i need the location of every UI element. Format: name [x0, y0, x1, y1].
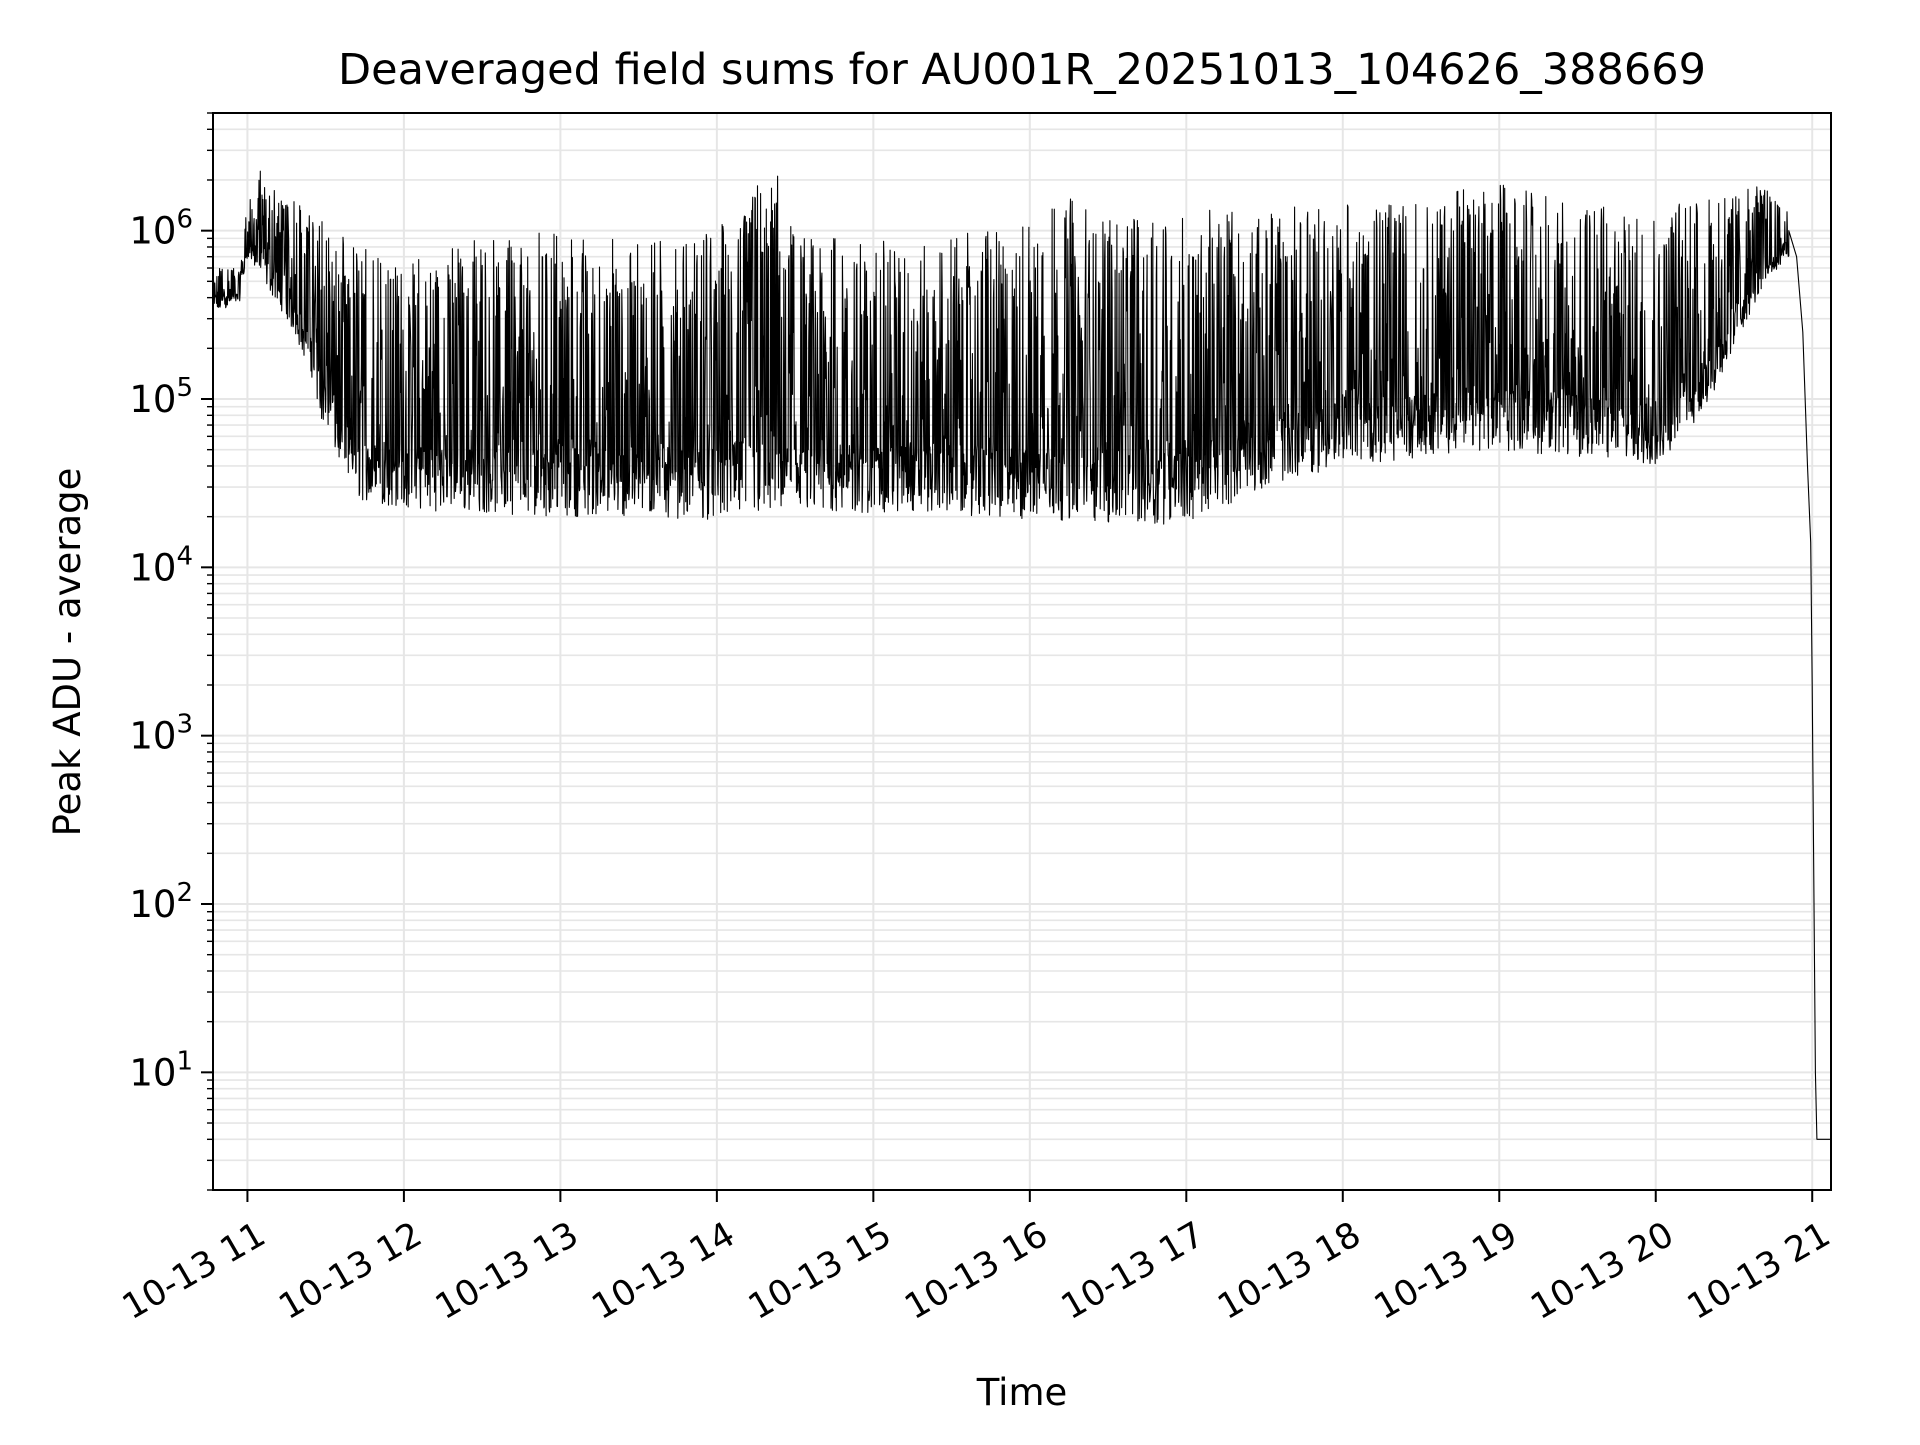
- y-tick-labels: 101 102 103 104 105 106: [129, 205, 193, 1095]
- y-tick-label: 106: [129, 205, 193, 253]
- y-tick-label: 105: [129, 373, 193, 421]
- y-tick-label: 103: [129, 710, 193, 758]
- ticks: [201, 112, 1814, 1202]
- plot-frame: [212, 112, 1832, 1191]
- y-tick-label: 104: [129, 541, 193, 589]
- series-line: [212, 170, 1831, 1140]
- x-axis-label: Time: [976, 1371, 1068, 1414]
- series: [212, 170, 1831, 1140]
- y-axis-label: Peak ADU - average: [46, 468, 89, 837]
- y-tick-label: 102: [129, 878, 193, 926]
- chart-title: Deaveraged field sums for AU001R_2025101…: [338, 45, 1706, 95]
- y-tick-label: 101: [129, 1046, 193, 1094]
